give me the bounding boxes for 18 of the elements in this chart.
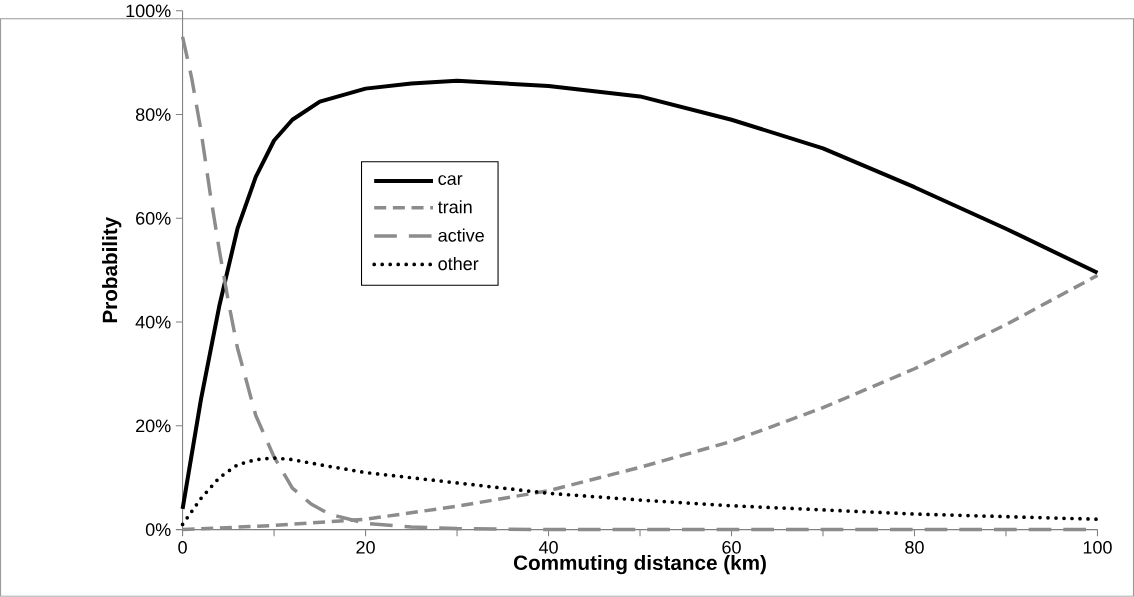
x-tick-label: 100 (1083, 541, 1112, 554)
y-tick-label: 60% (136, 212, 171, 225)
y-tick-label: 20% (136, 419, 171, 433)
legend-label: train (437, 200, 472, 214)
y-tick-label: 0% (145, 523, 171, 537)
x-tick-label: 40 (538, 541, 558, 554)
y-tick-label: 80% (135, 108, 171, 122)
legend-label: car (438, 175, 463, 186)
y-tick-label: 100% (126, 4, 171, 18)
legend-label: active (438, 228, 484, 242)
x-tick-label: 0 (178, 541, 187, 554)
x-tick-label: 60 (722, 541, 741, 554)
x-axis-title: Commuting distance (km) (513, 554, 766, 575)
legend-label: other (438, 257, 479, 271)
x-tick-label: 20 (356, 541, 375, 554)
y-axis-title: Probability (102, 217, 122, 323)
x-tick-label: 80 (905, 541, 924, 554)
y-tick-label: 40% (135, 315, 171, 329)
